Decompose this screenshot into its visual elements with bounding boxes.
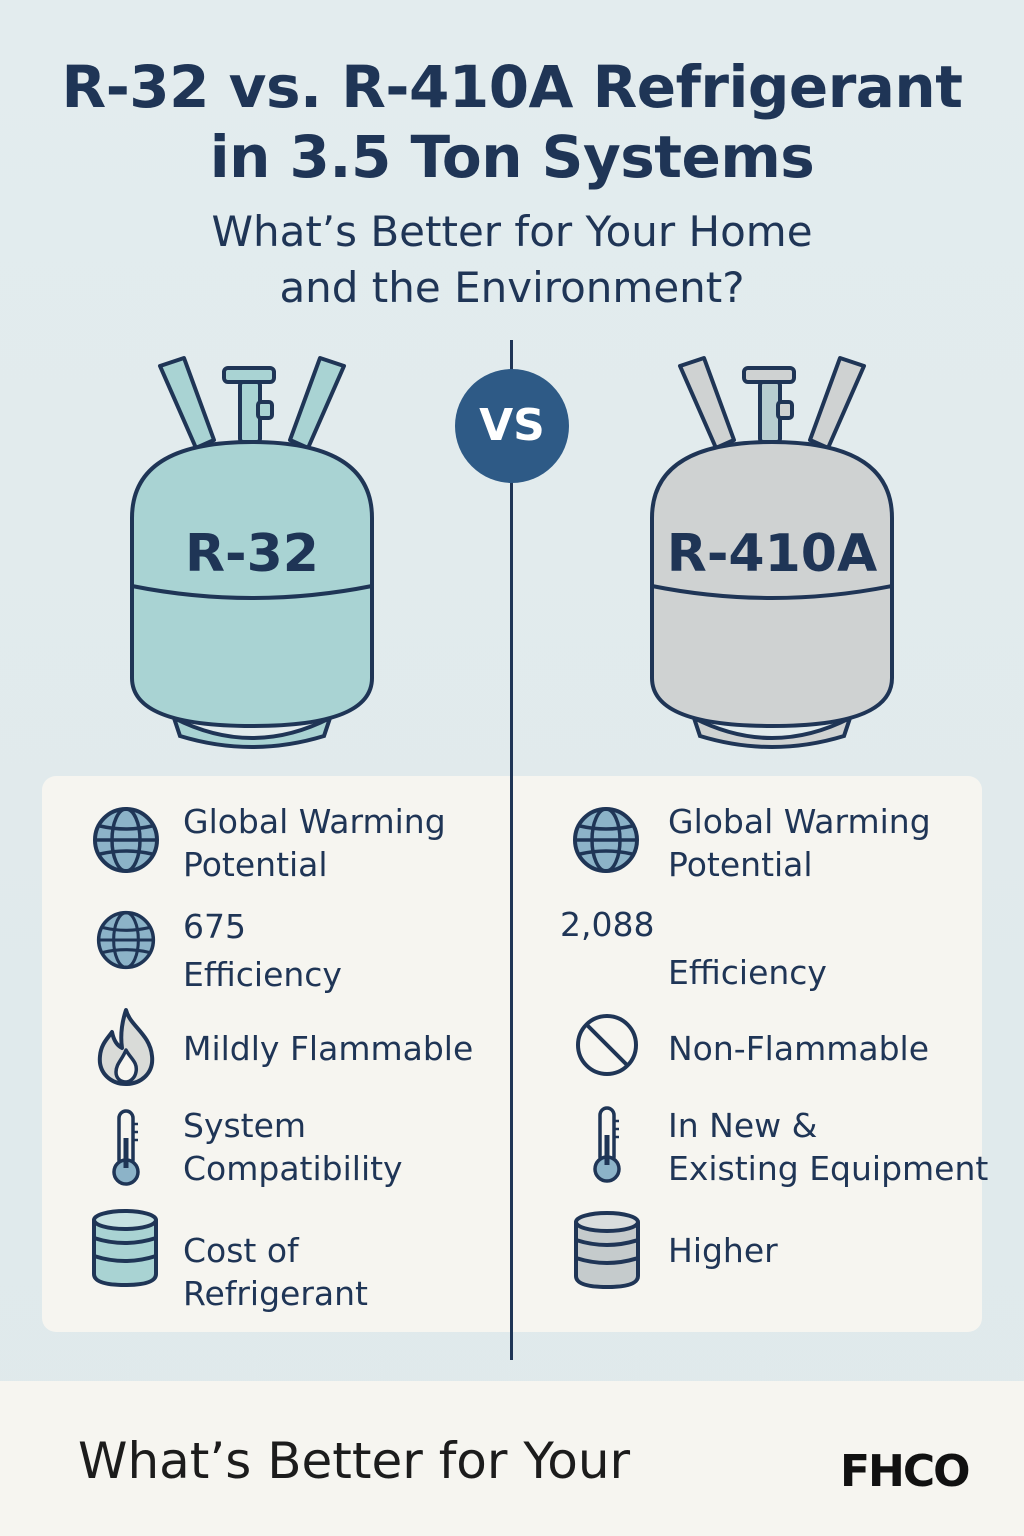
right-cost-value: Higher bbox=[668, 1231, 778, 1270]
thermometer-icon bbox=[112, 1109, 140, 1186]
brand-logo: FHCO bbox=[840, 1446, 971, 1497]
left-row-cost-line-1: Cost of bbox=[183, 1231, 299, 1270]
no-symbol-icon bbox=[576, 1014, 638, 1076]
left-gwp-value: 675 bbox=[183, 907, 246, 946]
subtitle-line-1: What’s Better for Your Home bbox=[211, 207, 813, 256]
thermometer-icon bbox=[593, 1106, 621, 1183]
r32-tank: R-32 bbox=[112, 348, 392, 758]
flame-icon bbox=[97, 1008, 155, 1086]
right-row-compatibility-line-2: Existing Equipment bbox=[668, 1149, 989, 1188]
right-gwp-value: 2,088 bbox=[560, 905, 655, 944]
left-row-gwp-line-2: Potential bbox=[183, 845, 328, 884]
right-flammability-value: Non-Flammable bbox=[668, 1029, 930, 1068]
subtitle-line-2: and the Environment? bbox=[279, 263, 745, 312]
title-line-2: in 3.5 Ton Systems bbox=[209, 123, 815, 191]
r410a-tank-label: R-410A bbox=[666, 524, 878, 584]
left-row-efficiency: 675 Efficiency bbox=[183, 903, 342, 999]
cylinder-icon bbox=[650, 356, 894, 749]
title-line-1: R-32 vs. R-410A Refrigerant bbox=[61, 53, 963, 121]
r32-tank-label: R-32 bbox=[185, 524, 319, 584]
right-row-efficiency-label: Efficiency bbox=[668, 953, 827, 992]
vs-badge: VS bbox=[455, 369, 569, 483]
right-row-compatibility-line-1: In New & bbox=[668, 1106, 818, 1145]
center-divider bbox=[510, 340, 513, 1360]
page-subtitle: What’s Better for Your Home and the Envi… bbox=[0, 204, 1024, 316]
globe-icon bbox=[93, 807, 159, 873]
right-row-gwp-line-2: Potential bbox=[668, 845, 813, 884]
left-row-gwp-line-1: Global Warming bbox=[183, 802, 446, 841]
globe-icon bbox=[96, 910, 156, 970]
left-row-compatibility: System Compatibility bbox=[183, 1104, 403, 1190]
left-flammability-value: Mildly Flammable bbox=[183, 1029, 474, 1068]
left-row-efficiency-label: Efficiency bbox=[183, 955, 342, 994]
page-title: R-32 vs. R-410A Refrigerant in 3.5 Ton S… bbox=[0, 52, 1024, 192]
right-row-flammability: Non-Flammable bbox=[668, 1027, 929, 1070]
coin-stack-icon bbox=[92, 1209, 158, 1288]
right-row-cost: Higher bbox=[668, 1229, 778, 1272]
footer-bar bbox=[0, 1381, 1024, 1536]
r410a-tank: R-410A bbox=[632, 348, 912, 758]
left-row-compatibility-line-1: System bbox=[183, 1106, 307, 1145]
right-row-gwp: Global Warming Potential bbox=[668, 800, 931, 886]
globe-icon bbox=[573, 807, 639, 873]
left-row-compatibility-line-2: Compatibility bbox=[183, 1149, 403, 1188]
cylinder-icon bbox=[130, 356, 374, 749]
left-row-cost: Cost of Refrigerant bbox=[183, 1229, 368, 1315]
right-row-efficiency: Efficiency bbox=[668, 951, 827, 994]
left-row-cost-line-2: Refrigerant bbox=[183, 1274, 368, 1313]
left-row-gwp: Global Warming Potential bbox=[183, 800, 446, 886]
left-row-flammability: Mildly Flammable bbox=[183, 1027, 473, 1070]
footer-text: What’s Better for Your bbox=[78, 1432, 631, 1490]
right-row-compatibility: In New & Existing Equipment bbox=[668, 1104, 988, 1190]
coin-stack-icon bbox=[574, 1211, 640, 1290]
right-row-gwp-line-1: Global Warming bbox=[668, 802, 931, 841]
